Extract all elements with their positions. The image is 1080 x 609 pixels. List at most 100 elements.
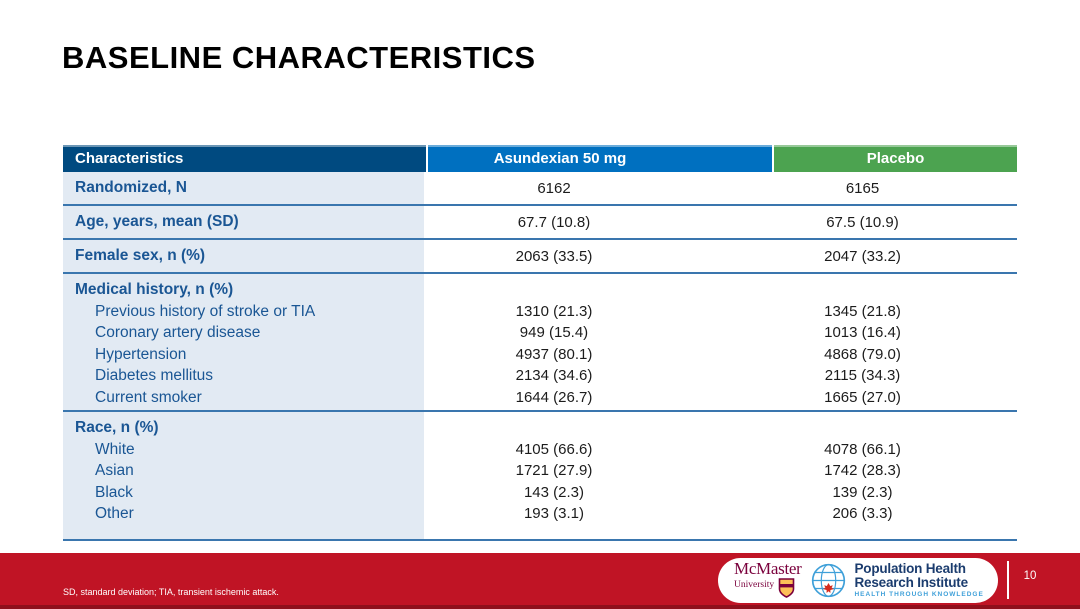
- group-value: 1644 (26.7): [426, 387, 772, 408]
- value-text: 1644 (26.7): [515, 388, 593, 406]
- row-value-placebo: 2047 (33.2): [772, 240, 1017, 272]
- group-value: 1345 (21.8): [772, 301, 1017, 322]
- group-item-label: Previous history of stroke or TIA: [95, 303, 316, 320]
- mcmaster-crest-icon: [778, 577, 795, 602]
- row-value-asundexian: 2063 (33.5): [426, 240, 772, 272]
- group-item-label: Coronary artery disease: [95, 324, 261, 342]
- row-value-placebo: 6165: [772, 172, 1017, 204]
- table-group-row: Race, n (%) White Asian Black Other 4105 (66.…: [63, 411, 1017, 541]
- value-text: 2047 (33.2): [824, 247, 901, 265]
- value-text: 1665 (27.0): [824, 388, 901, 406]
- table-row: Age, years, mean (SD) 67.7 (10.8) 67.5 (10…: [63, 206, 1017, 240]
- row-label: Randomized, N: [63, 172, 426, 204]
- table-row: Female sex, n (%) 2063 (33.5) 2047 (33.2): [63, 240, 1017, 274]
- group-value: 1742 (28.3): [772, 460, 1017, 481]
- phri-name-line2: Research Institute: [854, 574, 968, 590]
- group-item-label: Diabetes mellitus: [95, 367, 214, 385]
- value-text: 2134 (34.6): [515, 367, 593, 385]
- group-item-label: Current smoker: [95, 388, 202, 406]
- mcmaster-wordmark: McMaster: [734, 558, 802, 578]
- footer-bar: SD, standard deviation; TIA, transient i…: [0, 553, 1080, 609]
- table-header-asundexian: Asundexian 50 mg: [426, 145, 772, 172]
- value-text: 206 (3.3): [832, 505, 893, 523]
- spacer: [772, 278, 1017, 301]
- value-text: 143 (2.3): [523, 483, 585, 501]
- group-item-label: White: [95, 440, 135, 458]
- table-header-characteristics: Characteristics: [63, 145, 426, 172]
- spacer: [426, 416, 772, 439]
- value-text: 4078 (66.1): [824, 440, 901, 458]
- table-body: Randomized, N 6162 6165 Age, years, mean (S…: [63, 172, 1017, 541]
- group-value: 4105 (66.6): [426, 439, 772, 460]
- value-text: 4937 (80.1): [515, 345, 593, 363]
- phri-name-line1: Population Health: [854, 561, 966, 577]
- phri-logo: Population Health Research Institute HEA…: [854, 562, 983, 599]
- value-text: 4105 (66.6): [515, 440, 593, 458]
- spacer: [426, 278, 772, 301]
- value-text: 1721 (27.9): [515, 462, 593, 480]
- value-text: 1013 (16.4): [824, 324, 901, 342]
- group-value: 193 (3.1): [426, 503, 772, 524]
- group-values-placebo: 1345 (21.8) 1013 (16.4) 4868 (79.0) 2115 (3…: [772, 274, 1017, 410]
- table-header-placebo: Placebo: [772, 145, 1017, 172]
- value-text: 4868 (79.0): [824, 345, 901, 363]
- phri-globe-icon: [811, 563, 846, 598]
- group-value: 1310 (21.3): [426, 301, 772, 322]
- table-header-row: Characteristics Asundexian 50 mg Placebo: [63, 145, 1017, 172]
- value-text: 1742 (28.3): [824, 462, 901, 480]
- row-label: Female sex, n (%): [63, 240, 426, 272]
- group-label-cell: Medical history, n (%) Previous history o…: [63, 274, 426, 410]
- value-text: 139 (2.3): [832, 483, 893, 501]
- value-text: 6165: [845, 179, 880, 197]
- footer-bottom-strip: [0, 605, 1080, 609]
- value-text: 2063 (33.5): [515, 247, 593, 265]
- mcmaster-university-label: University: [734, 579, 775, 590]
- maple-leaf-icon: [823, 583, 835, 593]
- group-value: 4868 (79.0): [772, 344, 1017, 365]
- group-values-placebo: 4078 (66.1) 1742 (28.3) 139 (2.3) 206 (3.3): [772, 412, 1017, 539]
- value-text: 67.5 (10.9): [826, 213, 899, 231]
- page-title: BASELINE CHARACTERISTICS: [62, 40, 536, 75]
- group-value: 4078 (66.1): [772, 439, 1017, 460]
- group-item-label: Black: [95, 483, 133, 501]
- group-value: 1665 (27.0): [772, 387, 1017, 408]
- value-text: 949 (15.4): [519, 324, 589, 342]
- group-values-asundexian: 1310 (21.3) 949 (15.4) 4937 (80.1) 2134 (34…: [426, 274, 772, 410]
- group-value: 1721 (27.9): [426, 460, 772, 481]
- group-value: 143 (2.3): [426, 482, 772, 503]
- value-text: 67.7 (10.8): [517, 213, 591, 231]
- row-label: Age, years, mean (SD): [63, 206, 426, 238]
- row-value-asundexian: 67.7 (10.8): [426, 206, 772, 238]
- row-value-placebo: 67.5 (10.9): [772, 206, 1017, 238]
- group-value: 1013 (16.4): [772, 322, 1017, 343]
- spacer: [772, 416, 1017, 439]
- page-number-separator: [1007, 561, 1009, 599]
- mcmaster-logo: McMaster University: [734, 558, 802, 602]
- value-text: 6162: [537, 179, 571, 197]
- group-label: Medical history, n (%): [75, 281, 234, 298]
- group-item-label: Hypertension: [95, 345, 187, 363]
- group-item-label: Other: [95, 505, 134, 523]
- row-value-asundexian: 6162: [426, 172, 772, 204]
- value-text: 2115 (34.3): [824, 367, 901, 385]
- table-group-row: Medical history, n (%) Previous history o…: [63, 274, 1017, 412]
- group-value: 949 (15.4): [426, 322, 772, 343]
- footnote: SD, standard deviation; TIA, transient i…: [63, 587, 279, 597]
- page-number: 10: [1023, 570, 1037, 582]
- baseline-characteristics-table: Characteristics Asundexian 50 mg Placebo…: [63, 145, 1017, 541]
- value-text: 1310 (21.3): [515, 303, 593, 320]
- group-value: 2134 (34.6): [426, 365, 772, 386]
- group-value: 4937 (80.1): [426, 344, 772, 365]
- group-values-asundexian: 4105 (66.6) 1721 (27.9) 143 (2.3) 193 (3.1): [426, 412, 772, 539]
- logo-pill: McMaster University: [718, 558, 998, 603]
- group-value: 2115 (34.3): [772, 365, 1017, 386]
- group-label-cell: Race, n (%) White Asian Black Other: [63, 411, 426, 539]
- group-item-label: Asian: [95, 462, 134, 480]
- group-label: Race, n (%): [75, 418, 159, 436]
- value-text: 1345 (21.8): [824, 303, 901, 320]
- phri-tagline: HEALTH THROUGH KNOWLEDGE: [854, 591, 984, 599]
- group-value: 206 (3.3): [772, 503, 1017, 524]
- value-text: 193 (3.1): [523, 505, 585, 523]
- group-value: 139 (2.3): [772, 482, 1017, 503]
